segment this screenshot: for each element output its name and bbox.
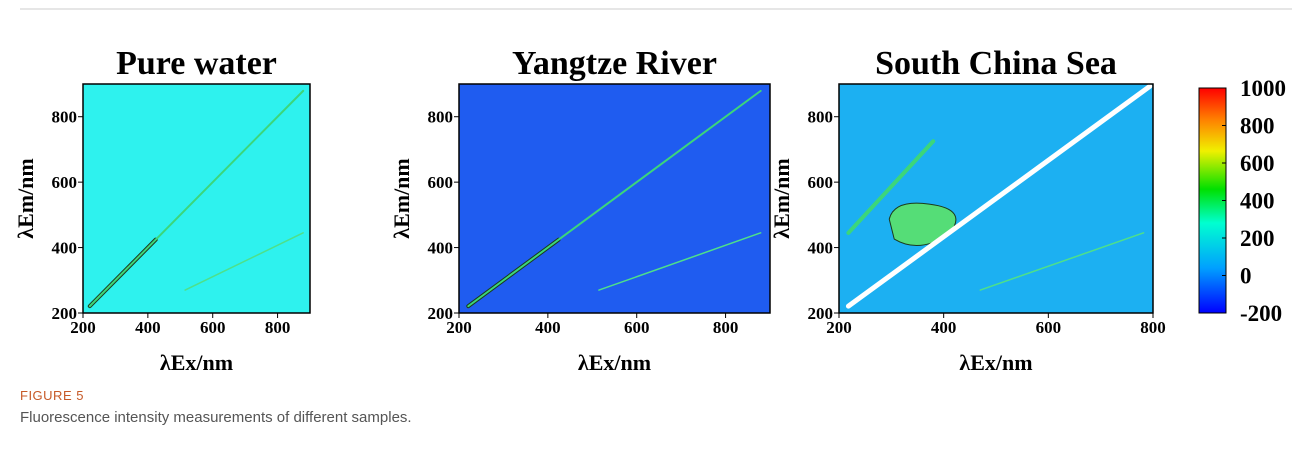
scatter-streak [846, 139, 936, 235]
chart-title: Pure water [116, 45, 277, 82]
y-tick-label: 400 [428, 239, 454, 258]
colorbar-tick-label: 800 [1240, 114, 1275, 139]
colorbar-tick-label: 0 [1240, 264, 1252, 289]
scatter-streak [598, 232, 762, 291]
plot-frame [458, 83, 771, 314]
x-tick-label: 400 [135, 318, 161, 337]
scatter-streak [88, 89, 305, 308]
y-axis-label: λEm/nm [769, 158, 794, 238]
x-axis-label: λEx/nm [160, 350, 233, 375]
figure-label: FIGURE 5 [20, 388, 84, 403]
x-tick-label: 800 [265, 318, 291, 337]
x-tick-label: 800 [1140, 318, 1166, 337]
y-tick-label: 600 [808, 173, 834, 192]
plot-frame [82, 83, 311, 314]
x-axis-label: λEx/nm [959, 350, 1032, 375]
y-tick-label: 600 [428, 173, 454, 192]
colorbar-tick-label: 600 [1240, 151, 1275, 176]
y-tick-label: 400 [52, 239, 78, 258]
y-tick-label: 200 [808, 304, 834, 323]
raman-region [888, 202, 957, 246]
y-tick-label: 800 [808, 108, 834, 127]
y-tick-label: 600 [52, 173, 78, 192]
y-tick-label: 400 [808, 239, 834, 258]
y-tick-label: 800 [52, 108, 78, 127]
x-tick-label: 200 [70, 318, 96, 337]
colorbar-tick-label: 400 [1240, 189, 1275, 214]
y-tick-label: 200 [52, 304, 78, 323]
y-tick-label: 200 [428, 304, 454, 323]
colorbar [1198, 87, 1227, 314]
x-tick-label: 600 [1036, 318, 1062, 337]
x-tick-label: 800 [713, 318, 739, 337]
scatter-streak [845, 83, 1153, 309]
x-tick-label: 600 [624, 318, 650, 337]
x-tick-label: 200 [826, 318, 852, 337]
y-axis-label: λEm/nm [13, 158, 38, 238]
x-tick-label: 400 [535, 318, 561, 337]
scatter-streak [184, 232, 304, 291]
plot-frame [838, 83, 1154, 314]
caption: Fluorescence intensity measurements of d… [20, 409, 412, 426]
colorbar-tick-label: 1000 [1240, 76, 1286, 101]
y-axis-label: λEm/nm [389, 158, 414, 238]
colorbar-tick-label: 200 [1240, 226, 1275, 251]
x-tick-label: 200 [446, 318, 472, 337]
chart-title: South China Sea [875, 45, 1117, 82]
scatter-streak [467, 89, 762, 308]
figure: 200 400 600 800 200 400 600 800 Pure water λEx/nm… [13, 8, 1292, 375]
x-tick-label: 400 [931, 318, 957, 337]
x-axis-label: λEx/nm [578, 350, 651, 375]
y-tick-label: 800 [428, 108, 454, 127]
x-tick-label: 600 [200, 318, 226, 337]
scatter-streak [979, 232, 1145, 291]
chart-title: Yangtze River [512, 45, 717, 82]
colorbar-tick-label: -200 [1240, 301, 1282, 326]
